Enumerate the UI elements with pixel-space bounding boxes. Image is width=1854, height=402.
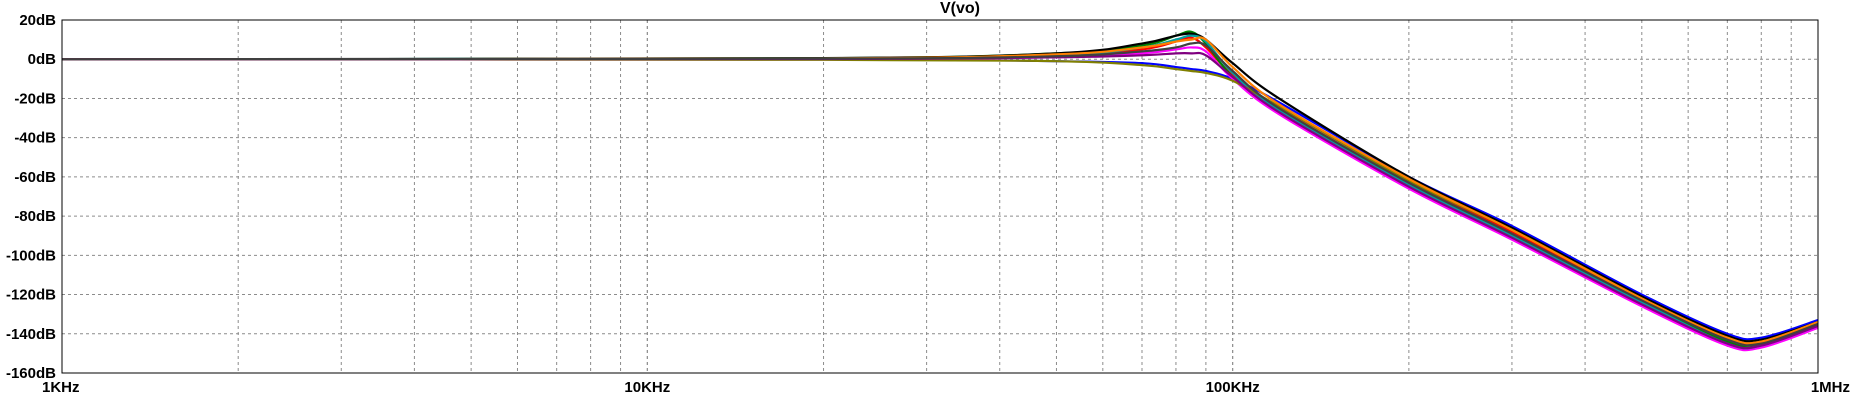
series-line-5	[61, 34, 1819, 350]
grid	[61, 19, 1819, 374]
y-tick-label: -20dB	[14, 90, 56, 107]
y-tick-label: -120dB	[6, 287, 56, 304]
series-line-3	[61, 32, 1819, 343]
y-tick-label: -40dB	[14, 130, 56, 147]
y-tick-label: -100dB	[6, 247, 56, 264]
series-line-9	[61, 41, 1819, 347]
x-tick-label: 100KHz	[1206, 379, 1260, 396]
y-tick-label: -80dB	[14, 208, 56, 225]
series-line-4	[61, 46, 1819, 352]
plot-frame	[61, 19, 1819, 374]
x-tick-label: 10KHz	[624, 379, 670, 396]
x-axis-ticks: 1KHz 10KHz 100KHz 1MHz	[42, 379, 1850, 396]
y-tick-label: 20dB	[19, 12, 56, 29]
y-axis-ticks: 20dB 0dB -20dB -40dB -60dB -80dB -100dB -120dB -…	[6, 12, 56, 382]
series-group	[61, 30, 1819, 352]
series-line-1	[61, 30, 1819, 349]
series-line-7	[61, 36, 1819, 345]
x-tick-label: 1MHz	[1811, 379, 1850, 396]
y-tick-label: -140dB	[6, 326, 56, 343]
y-tick-label: 0dB	[28, 51, 57, 68]
chart-title: V(vo)	[940, 0, 980, 17]
series-line-8	[61, 51, 1819, 350]
y-tick-label: -60dB	[14, 169, 56, 186]
series-line-2	[61, 57, 1819, 341]
y-tick-label: -160dB	[6, 365, 56, 382]
x-tick-label: 1KHz	[42, 379, 80, 396]
series-line-0	[61, 36, 1819, 345]
series-line-6	[61, 58, 1819, 345]
